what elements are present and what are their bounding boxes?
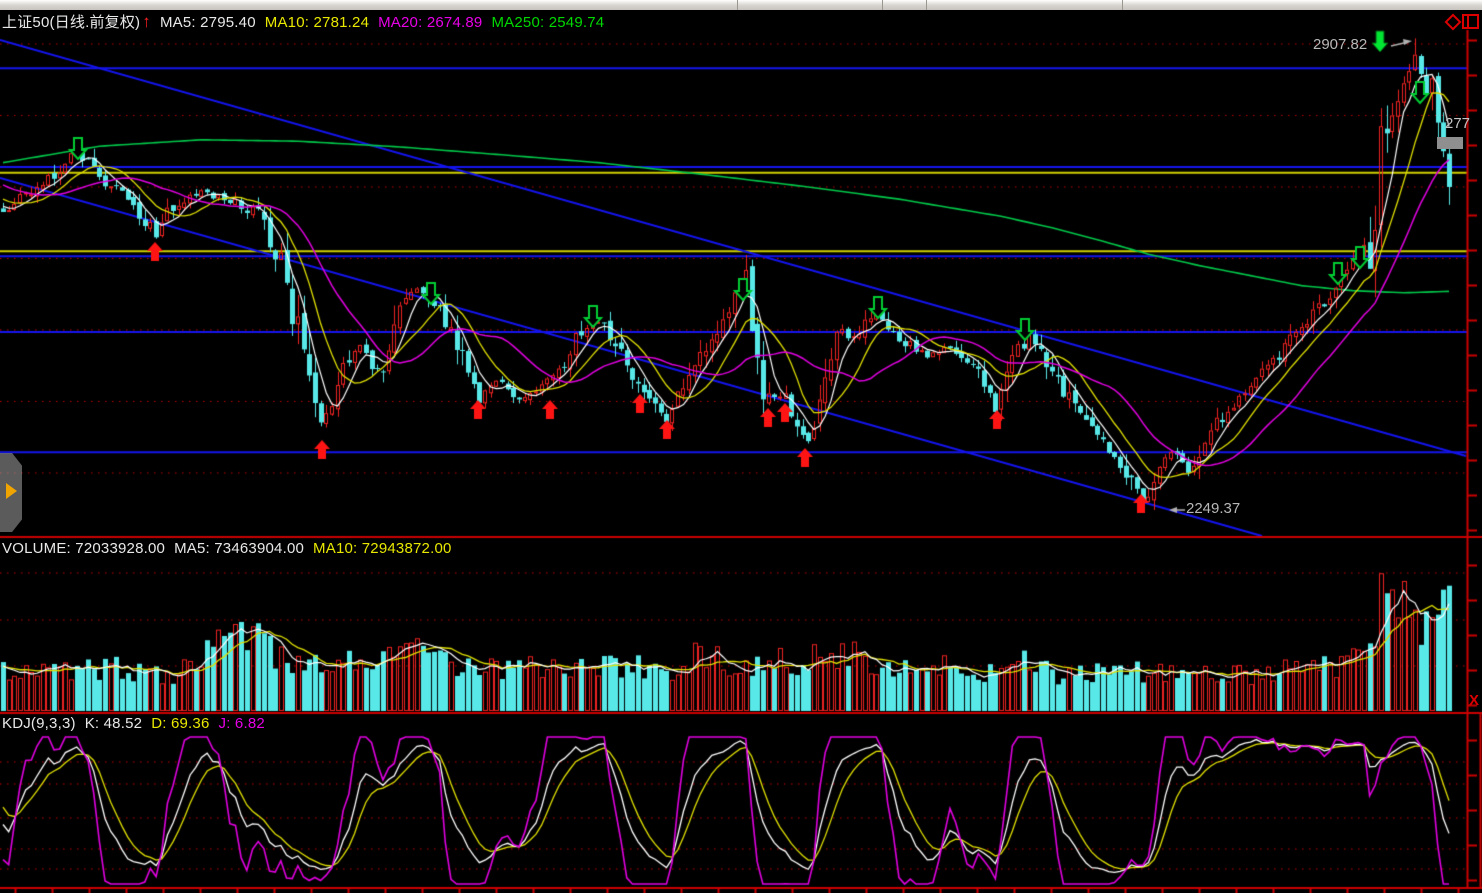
kdj-title: KDJ(9,3,3): [2, 715, 76, 732]
ma20-legend: MA20: 2674.89: [378, 14, 483, 31]
toolbar-divider: [882, 0, 883, 10]
volume-value: VOLUME: 72033928.00: [2, 540, 166, 557]
high-price-label: 2907.82: [1313, 36, 1368, 53]
symbol-title: 上证50(日线.前复权): [2, 14, 141, 31]
kdj-pane-header: KDJ(9,3,3) K: 48.52 D: 69.36 J: 6.82: [2, 715, 274, 732]
low-price-label: 2249.37: [1186, 500, 1241, 517]
kdj-d-value: D: 69.36: [151, 715, 210, 732]
volume-ma10: MA10: 72943872.00: [313, 540, 452, 557]
last-price-label: 277: [1445, 115, 1471, 132]
kdj-k-value: K: 48.52: [84, 715, 143, 732]
toolbar-remnant: [0, 0, 1482, 10]
volume-pane-header: VOLUME: 72033928.00 MA5: 73463904.00 MA10:…: [2, 540, 461, 557]
sidebar-expander-handle[interactable]: [0, 453, 22, 532]
expander-arrow-icon: [6, 483, 17, 499]
window-pane-split: [1467, 16, 1469, 27]
toolbar-divider: [926, 0, 927, 10]
price-pane-header: 上证50(日线.前复权) ↑ MA5: 2795.40 MA10: 2781.24 MA…: [2, 11, 613, 32]
trend-up-arrow-icon: ↑: [142, 12, 151, 31]
ma5-legend: MA5: 2795.40: [159, 14, 256, 31]
ma250-legend: MA250: 2549.74: [491, 14, 605, 31]
toolbar-divider: [737, 0, 738, 10]
window-panes-icon[interactable]: [1462, 14, 1479, 29]
close-x-icon[interactable]: X: [1469, 692, 1480, 709]
ma10-legend: MA10: 2781.24: [264, 14, 370, 31]
volume-ma5: MA5: 73463904.00: [174, 540, 305, 557]
kdj-j-value: J: 6.82: [218, 715, 265, 732]
last-price-tag: [1437, 137, 1463, 149]
toolbar-divider: [1122, 0, 1123, 10]
